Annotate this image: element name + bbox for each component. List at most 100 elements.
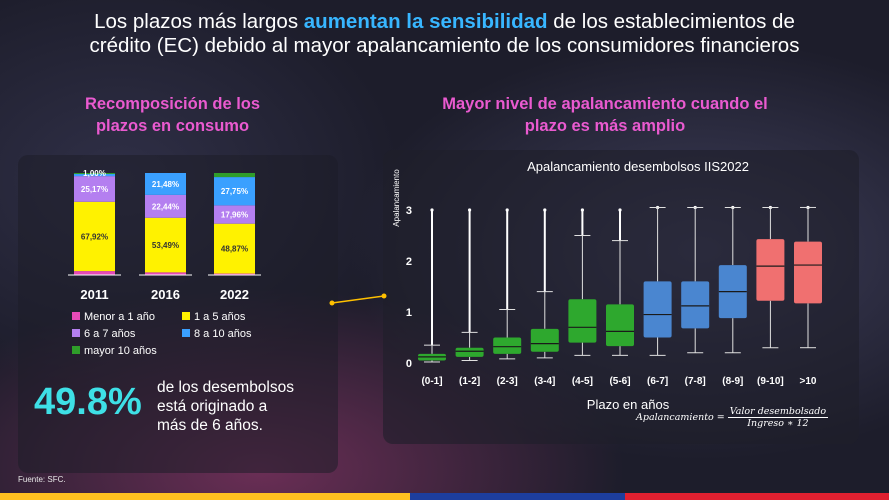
outlier-point [430,208,434,212]
iqr-box [643,281,672,338]
headline-line2: crédito (EC) debido al mayor apalancamie… [89,34,800,57]
outlier-point [468,208,472,212]
legend-label: 1 a 5 años [194,311,246,323]
outlier-point [618,208,622,212]
y-tick-label: 2 [406,256,412,268]
legend-item: mayor 10 años [72,345,157,357]
legend-swatch [72,312,80,320]
bar-data-label: 25,17% [81,185,108,194]
headline-highlight: aumentan la sensibilidad [303,10,548,33]
y-tick-label: 0 [406,358,412,370]
legend-item: 1 a 5 años [182,311,245,323]
left-subtitle: Recomposición de los plazos en consumo [40,93,305,137]
bar-data-label: 53,49% [152,241,179,250]
y-tick-label: 1 [406,307,412,319]
legend-item: Menor a 1 año [72,311,155,323]
bar-category-label: 2022 [220,287,249,302]
bar-data-label: 27,75% [221,187,248,196]
legend-item: 6 a 7 años [72,328,135,340]
iqr-box [681,281,710,329]
bar-category-label: 2016 [151,287,180,302]
bottom-color-bar [0,493,889,500]
bottom-bar-yellow [0,493,410,500]
bar-data-label: 1,00% [83,169,106,178]
bar-segment [74,176,115,202]
bar-segment [145,173,186,195]
x-tick-label: (8-9] [722,376,743,387]
iqr-box [756,239,785,301]
bar-data-label: 21,48% [152,180,179,189]
headline-line1-pre: Los plazos más largos [94,10,304,33]
left-subtitle-line2: plazos en consumo [95,117,250,135]
y-axis-label: Apalancamiento [392,169,401,227]
legend-swatch [72,329,80,337]
bar-segment [74,201,115,272]
stat-line1: de los desembolsos [157,379,294,396]
formula-numerator: Valor desembolsado [727,406,829,418]
formula-lhs: Apalancamiento = [636,412,725,423]
iqr-box [794,241,822,304]
x-tick-label: >10 [800,376,817,387]
stat-text: de los desembolsos está originado a más … [157,378,337,435]
outlier-point [543,208,547,212]
y-tick-label: 3 [406,205,412,217]
bar-data-label: 17,96% [221,211,248,220]
x-tick-label: (1-2] [459,376,480,387]
x-tick-label: (2-3] [497,376,518,387]
bar-segment [74,271,115,275]
x-tick-label: (0-1] [421,376,442,387]
x-tick-label: (6-7] [647,376,668,387]
x-tick-label: (4-5] [572,376,593,387]
bar-data-label: 67,92% [81,232,108,241]
bar-segment [145,194,186,218]
x-tick-label: (5-6] [609,376,630,387]
left-subtitle-line1: Recomposición de los [84,95,261,113]
bar-segment [214,205,255,224]
stat-value: 49.8% [34,381,142,423]
stat-line2: está originado a [157,398,268,415]
bar-segment [74,174,115,177]
legend-label: Menor a 1 año [84,311,155,323]
headline-line1-post: de los establecimientos de [547,10,795,33]
x-tick-label: (7-8] [685,376,706,387]
x-tick-label: (3-4] [534,376,555,387]
bar-segment [145,217,186,273]
bar-data-label: 22,44% [152,202,179,211]
bar-data-label: 48,87% [221,245,248,254]
stat-line3: más de 6 años. [157,417,263,434]
legend-swatch [182,329,190,337]
right-subtitle-line2: plazo es más amplio [524,117,686,135]
iqr-box [455,347,484,357]
formula-denominator: Ingreso ∗ 12 [747,418,809,429]
legend-label: 8 a 10 años [194,328,252,340]
bar-segment [214,273,255,275]
legend-item: 8 a 10 años [182,328,252,340]
bottom-bar-red [625,493,889,500]
leverage-formula: Apalancamiento = Valor desembolsado Ingres… [636,406,829,429]
bar-segment [74,173,115,175]
iqr-box [530,328,559,352]
headline: Los plazos más largos aumentan la sensib… [0,10,889,58]
box-chart-title: Apalancamiento desembolsos IIS2022 [527,159,749,174]
right-subtitle-line1: Mayor nivel de apalancamiento cuando el [442,95,768,113]
source-note: Fuente: SFC. [18,475,66,484]
legend-swatch [72,346,80,354]
x-axis-label: Plazo en años [587,397,670,412]
iqr-box [493,337,522,354]
iqr-box [606,304,634,347]
bar-category-label: 2011 [80,287,108,302]
bar-segment [214,177,255,206]
bar-segment [214,172,255,178]
outlier-point [580,208,585,212]
legend-label: 6 a 7 años [84,328,136,340]
iqr-box [568,299,597,343]
x-tick-label: (9-10] [757,376,784,387]
legend-label: mayor 10 años [84,345,157,357]
bar-segment [145,272,186,275]
outlier-point [505,208,509,212]
bar-segment [214,223,255,274]
bottom-bar-blue [410,493,625,500]
